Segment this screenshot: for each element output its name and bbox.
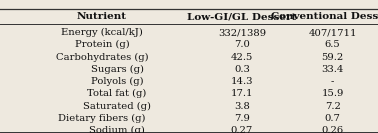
Text: 42.5: 42.5 — [231, 53, 253, 62]
Text: Total fat (g): Total fat (g) — [87, 89, 147, 98]
Text: 14.3: 14.3 — [231, 77, 253, 86]
Text: 17.1: 17.1 — [231, 89, 253, 98]
Text: 0.7: 0.7 — [325, 114, 341, 123]
Text: 15.9: 15.9 — [321, 89, 344, 98]
Text: 33.4: 33.4 — [321, 65, 344, 74]
Text: Dietary fibers (g): Dietary fibers (g) — [58, 114, 146, 123]
Text: Polyols (g): Polyols (g) — [91, 77, 144, 86]
Text: Saturated (g): Saturated (g) — [83, 101, 151, 111]
Text: Protein (g): Protein (g) — [75, 40, 129, 49]
Text: Conventional Dessert: Conventional Dessert — [271, 12, 378, 21]
Text: 7.2: 7.2 — [325, 101, 341, 111]
Text: Energy (kcal/kJ): Energy (kcal/kJ) — [61, 28, 143, 37]
Text: 407/1711: 407/1711 — [308, 28, 357, 37]
Text: 3.8: 3.8 — [234, 101, 250, 111]
Text: 0.27: 0.27 — [231, 126, 253, 133]
Text: 7.9: 7.9 — [234, 114, 250, 123]
Text: 332/1389: 332/1389 — [218, 28, 266, 37]
Text: 7.0: 7.0 — [234, 40, 250, 49]
Text: Sodium (g): Sodium (g) — [89, 126, 145, 133]
Text: -: - — [331, 77, 334, 86]
Text: 0.3: 0.3 — [234, 65, 250, 74]
Text: 59.2: 59.2 — [322, 53, 344, 62]
Text: Sugars (g): Sugars (g) — [91, 65, 144, 74]
Text: 0.26: 0.26 — [322, 126, 344, 133]
Text: Carbohydrates (g): Carbohydrates (g) — [56, 53, 149, 62]
Text: Low-GI/GL Dessert: Low-GI/GL Dessert — [187, 12, 297, 21]
Text: Nutrient: Nutrient — [77, 12, 127, 21]
Text: 6.5: 6.5 — [325, 40, 341, 49]
